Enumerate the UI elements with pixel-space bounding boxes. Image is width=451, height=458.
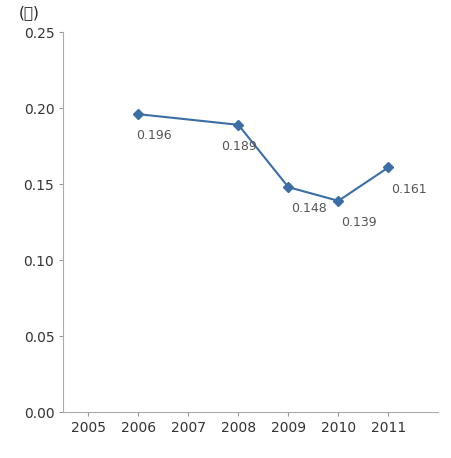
Text: (편): (편) [18,5,39,21]
Text: 0.139: 0.139 [340,216,376,229]
Text: 0.161: 0.161 [390,183,426,196]
Text: 0.148: 0.148 [290,202,326,215]
Text: 0.189: 0.189 [221,140,256,153]
Text: 0.196: 0.196 [135,129,171,142]
